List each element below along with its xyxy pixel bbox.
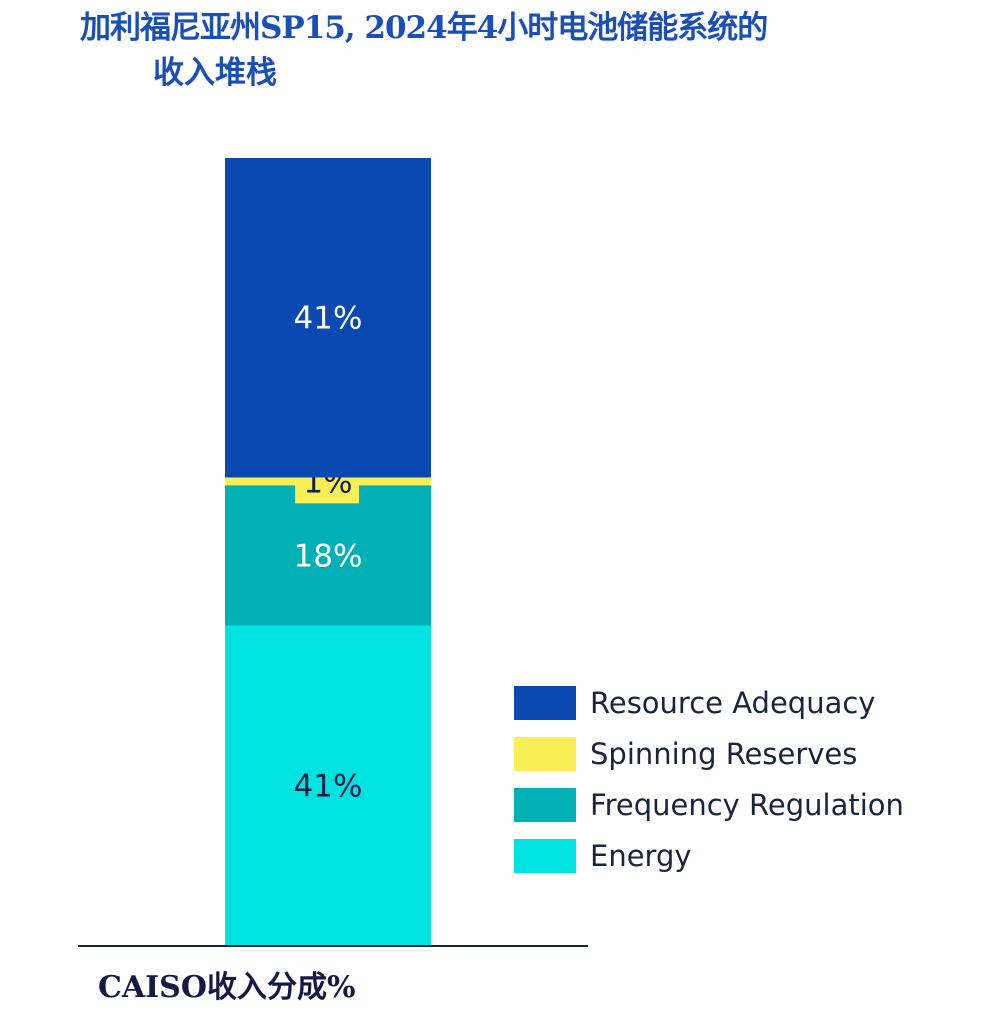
- legend-swatch-energy: [514, 838, 576, 873]
- legend-label-resource-adequacy: Resource Adequacy: [590, 685, 876, 720]
- data-label-energy: 41%: [294, 768, 363, 804]
- legend-item-energy: Energy: [514, 830, 904, 881]
- x-axis-label: CAISO收入分成%: [98, 970, 356, 1005]
- bar-segment-resource-adequacy: [225, 158, 431, 478]
- bar-segment-energy: [225, 625, 431, 945]
- legend-label-frequency-regulation: Frequency Regulation: [590, 787, 904, 822]
- legend-label-energy: Energy: [590, 838, 692, 873]
- bar-segment-frequency-regulation: [225, 485, 431, 626]
- legend-swatch-frequency-regulation: [514, 787, 576, 822]
- legend-swatch-resource-adequacy: [514, 685, 576, 720]
- data-label-frequency-regulation: 18%: [294, 538, 363, 574]
- chart-title-line2: 收入堆栈: [153, 55, 277, 91]
- data-label-resource-adequacy: 41%: [294, 301, 363, 337]
- legend-swatch-spinning-reserves: [514, 736, 576, 771]
- legend-label-spinning-reserves: Spinning Reserves: [590, 736, 858, 771]
- legend-item-resource-adequacy: Resource Adequacy: [514, 677, 904, 728]
- legend: Resource Adequacy Spinning Reserves Freque…: [514, 677, 904, 881]
- legend-item-spinning-reserves: Spinning Reserves: [514, 728, 904, 779]
- legend-item-frequency-regulation: Frequency Regulation: [514, 779, 904, 830]
- chart-title-line1: 加利福尼亚州SP15, 2024年4小时电池储能系统的: [80, 10, 768, 46]
